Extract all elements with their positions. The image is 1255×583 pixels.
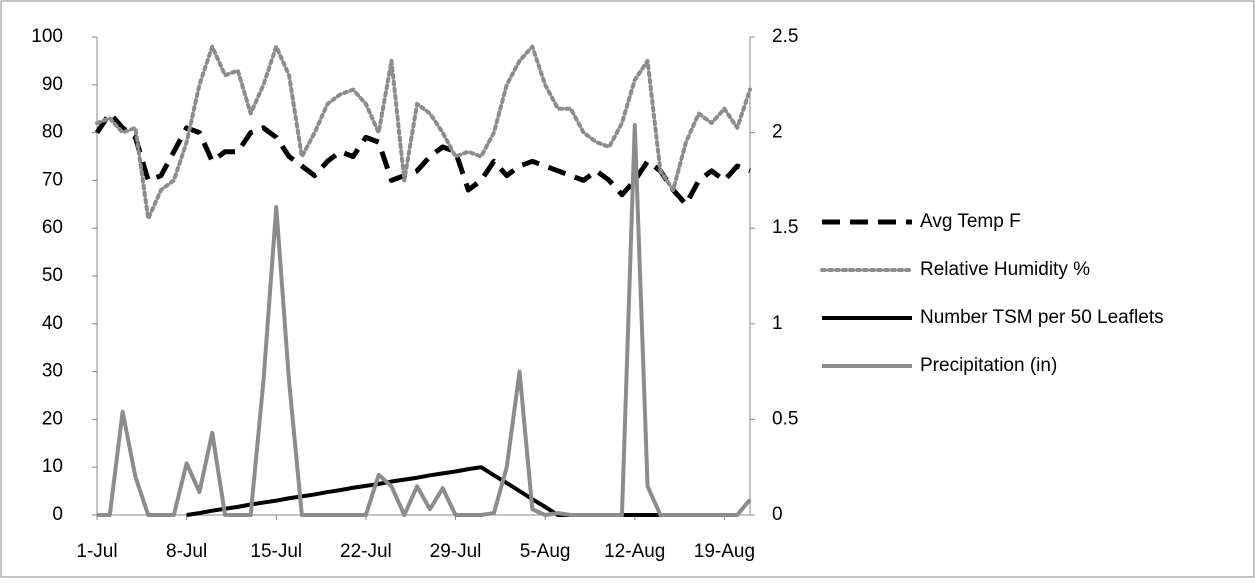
x-tick-label: 8-Jul [166,541,207,562]
data-line [94,110,751,207]
y-tick-label: 10 [42,456,63,477]
y-tick-label: 70 [42,169,63,190]
legend-label: Relative Humidity % [920,259,1090,280]
y2-tick-label: 2 [772,122,783,143]
data-line [95,44,752,221]
y-tick-label: 60 [42,217,63,238]
y-tick-label: 0 [52,504,63,525]
x-tick-label: 15-Jul [250,541,302,562]
legend-label: Precipitation (in) [920,355,1057,376]
y2-tick-label: 1 [772,313,783,334]
y-tick-label: 50 [42,265,63,286]
y2-tick-label: 0.5 [772,408,798,429]
legend-label: Number TSM per 50 Leaflets [920,307,1164,328]
y-tick-label: 100 [31,26,63,47]
data-line [97,122,752,517]
y-tick-label: 80 [42,122,63,143]
x-tick-label: 29-Jul [430,541,482,562]
y2-tick-label: 1.5 [772,217,798,238]
y-tick-label: 40 [42,313,63,334]
x-tick-label: 12-Aug [604,541,665,562]
y2-tick-label: 2.5 [772,26,798,47]
x-tick-label: 5-Aug [520,541,571,562]
y-tick-label: 90 [42,74,63,95]
x-tick-label: 22-Jul [340,541,392,562]
y-tick-label: 20 [42,408,63,429]
x-tick-label: 1-Jul [76,541,117,562]
legend-label: Avg Temp F [920,211,1021,232]
y-tick-label: 30 [42,361,63,382]
y2-tick-label: 0 [772,504,783,525]
x-tick-label: 19-Aug [694,541,755,562]
